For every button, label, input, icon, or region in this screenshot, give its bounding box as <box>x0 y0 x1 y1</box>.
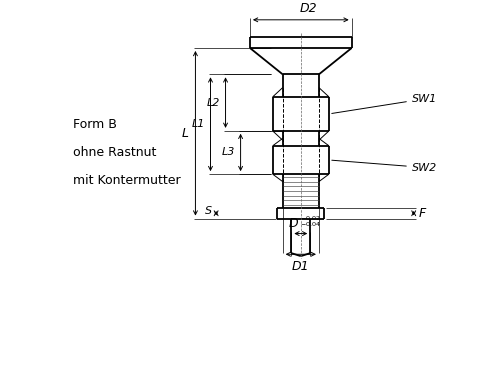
Text: $D$: $D$ <box>288 217 299 230</box>
Text: F: F <box>418 207 426 220</box>
Text: L1: L1 <box>192 119 205 129</box>
Text: Form B: Form B <box>73 118 117 131</box>
Text: SW2: SW2 <box>332 160 437 172</box>
Text: L2: L2 <box>206 98 220 108</box>
Text: ohne Rastnut: ohne Rastnut <box>73 146 156 159</box>
Text: L3: L3 <box>222 147 235 158</box>
Text: $^{-0.02}_{-0.04}$: $^{-0.02}_{-0.04}$ <box>300 214 320 229</box>
Text: D1: D1 <box>292 260 310 273</box>
Text: L: L <box>182 127 188 140</box>
Text: D2: D2 <box>300 2 317 15</box>
Text: S: S <box>204 206 212 216</box>
Text: SW1: SW1 <box>332 94 437 113</box>
Text: mit Kontermutter: mit Kontermutter <box>73 174 181 187</box>
